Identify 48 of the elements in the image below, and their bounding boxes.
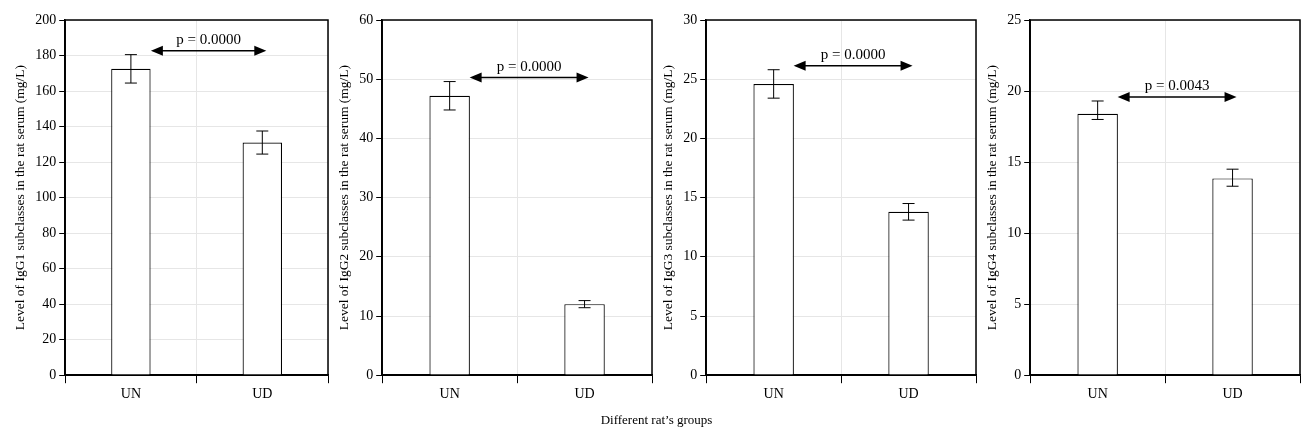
y-tick-label: 40 — [42, 295, 57, 311]
y-tick-label: 40 — [359, 130, 374, 146]
y-tick-label: 10 — [1007, 224, 1022, 240]
x-tick-label: UN — [1087, 386, 1108, 402]
y-tick-label: 0 — [690, 366, 698, 382]
y-tick-label: 30 — [683, 11, 698, 27]
y-tick-label: 100 — [35, 189, 57, 205]
annotation: p = 0.0043 — [1144, 77, 1210, 94]
y-tick-label: 200 — [35, 11, 57, 27]
y-tick-label: 20 — [42, 331, 57, 347]
y-tick-label: 180 — [35, 47, 57, 63]
y-tick-label: 160 — [35, 82, 57, 98]
y-axis-title: Level of IgG2 subclasses in the rat serum (mg/L) — [335, 64, 351, 331]
y-tick-label: 50 — [359, 70, 374, 86]
y-tick-label: 0 — [1014, 366, 1022, 382]
y-tick-label: 15 — [683, 189, 698, 205]
y-axis-title: Level of IgG1 subclasses in the rat serum (mg/L) — [11, 64, 27, 331]
y-tick-label: 60 — [42, 260, 57, 276]
y-axis-title: Level of IgG3 subclasses in the rat serum (mg/L) — [659, 64, 675, 331]
y-tick-label: 120 — [35, 153, 57, 169]
y-tick-label: 20 — [359, 248, 374, 264]
x-tick-label: UD — [1222, 386, 1243, 402]
y-tick-label: 15 — [1007, 153, 1022, 169]
y-tick-label: 0 — [49, 366, 57, 382]
y-tick-label: 140 — [35, 118, 57, 134]
y-tick-label: 20 — [683, 130, 698, 146]
y-tick-label: 25 — [683, 70, 698, 86]
x-tick-label: UD — [252, 386, 273, 402]
y-tick-label: 30 — [359, 189, 374, 205]
annotation: p = 0.0000 — [176, 31, 241, 48]
y-tick-label: 60 — [359, 11, 374, 27]
x-axis-title: Different rat’s groups — [599, 412, 714, 428]
y-tick-label: 25 — [1007, 11, 1022, 27]
y-tick-label: 5 — [1014, 295, 1022, 311]
x-tick-label: UN — [763, 386, 784, 402]
y-tick-label: 10 — [359, 307, 374, 323]
y-tick-label: 80 — [42, 224, 57, 240]
y-tick-label: 0 — [366, 366, 374, 382]
x-tick-label: UN — [439, 386, 460, 402]
x-tick-label: UN — [120, 386, 142, 402]
y-tick-label: 5 — [690, 307, 698, 323]
annotation: p = 0.0000 — [820, 46, 886, 63]
annotation: p = 0.0000 — [496, 58, 562, 75]
x-tick-label: UD — [898, 386, 919, 402]
y-tick-label: 20 — [1007, 82, 1022, 98]
x-tick-label: UD — [574, 386, 595, 402]
y-axis-title: Level of IgG4 subclasses in the rat serum (mg/L) — [983, 64, 999, 331]
y-tick-label: 10 — [683, 248, 698, 264]
